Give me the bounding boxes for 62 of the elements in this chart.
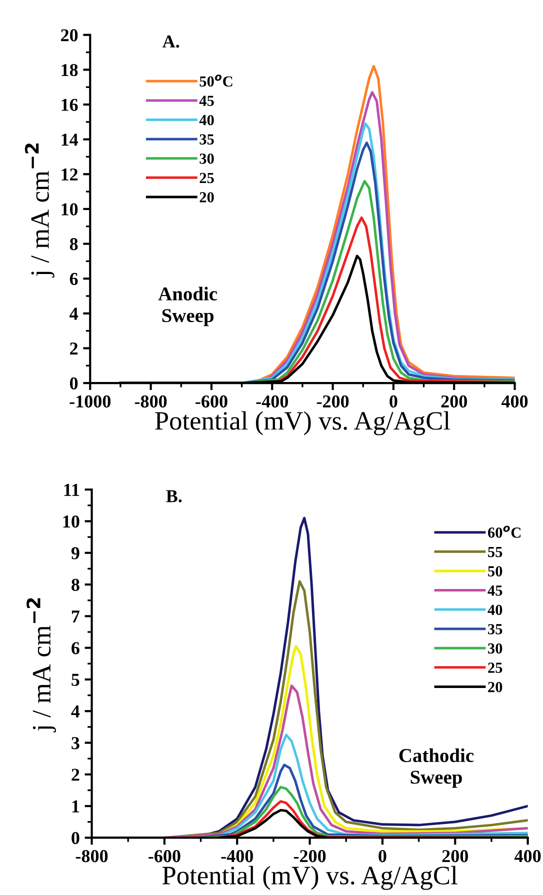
y-tick-label: 8	[72, 578, 80, 591]
legend-label: 45	[199, 96, 214, 106]
x-tick-label: -200	[294, 850, 326, 862]
y-tick-label: 6	[72, 642, 80, 654]
y-tick-label: 5	[72, 674, 80, 686]
y-tick-label: 3	[72, 737, 80, 750]
annotation: Cathodic Sweep	[399, 748, 474, 788]
legend-label: 50$^{o}$C	[200, 74, 232, 87]
x-tick-label: -200	[316, 395, 349, 408]
y-tick-label: 11	[64, 484, 80, 496]
y-axis-title: j / mA cm$^{−2}$	[24, 144, 54, 278]
y-tick-label: 2	[72, 768, 80, 781]
y-tick-label: 9	[71, 547, 80, 560]
y-tick-label: 8	[70, 238, 78, 250]
chart-title: A.	[162, 36, 180, 48]
legend-label: 50	[488, 566, 502, 576]
y-tick-label: 1	[72, 800, 80, 812]
legend-label: 40	[199, 114, 214, 126]
y-tick-label: 4	[70, 308, 78, 320]
legend-label: 55	[488, 546, 502, 558]
x-tick-label: -1000	[70, 395, 111, 408]
x-tick-label: -400	[221, 850, 253, 862]
x-axis-title: Potential (mV) vs. Ag/AgCl	[155, 411, 450, 436]
x-tick-label: -800	[134, 395, 167, 408]
legend-label: 30	[200, 154, 214, 164]
legend-label: 45	[488, 586, 502, 596]
y-tick-label: 12	[62, 168, 78, 180]
y-tick-label: 0	[72, 832, 80, 844]
x-tick-label: -600	[148, 850, 180, 862]
x-tick-label: -800	[76, 850, 108, 862]
legend-label: 25	[200, 172, 214, 184]
chart-title: B.	[166, 490, 182, 502]
legend-label: 25	[488, 662, 502, 673]
y-tick-label: 2	[70, 342, 78, 355]
legend-label: 40	[488, 604, 502, 616]
y-tick-label: 10	[62, 203, 78, 216]
x-tick-label: 200	[441, 395, 467, 408]
legend-label: 60$^{o}$C	[488, 526, 521, 538]
x-tick-label: 200	[442, 850, 468, 862]
annotation: Anodic Sweep	[158, 286, 218, 326]
y-tick-label: 0	[70, 377, 78, 390]
y-axis-title: j / mA cm$^{−2}$	[26, 598, 56, 732]
y-tick-label: 4	[71, 705, 80, 718]
y-tick-label: 14	[62, 134, 78, 146]
y-tick-label: 7	[72, 610, 80, 622]
x-tick-label: -400	[256, 395, 288, 408]
y-tick-label: 16	[62, 98, 78, 111]
legend-label: 35	[200, 134, 214, 145]
x-tick-label: -600	[196, 395, 228, 408]
y-tick-label: 6	[70, 272, 78, 286]
x-axis-title: Potential (mV) vs. Ag/AgCl	[162, 866, 458, 890]
y-tick-label: 18	[62, 64, 78, 76]
x-tick-label: 0	[390, 395, 398, 408]
x-tick-label: 0	[378, 850, 386, 862]
legend-label: 20	[200, 192, 214, 202]
y-tick-label: 20	[61, 29, 78, 42]
legend-label: 30	[488, 643, 502, 654]
y-tick-label: 10	[63, 515, 80, 528]
x-tick-label: 400	[514, 850, 541, 862]
legend-label: 35	[488, 624, 502, 634]
legend-label: 20	[488, 682, 502, 692]
x-tick-label: 400	[501, 395, 528, 408]
